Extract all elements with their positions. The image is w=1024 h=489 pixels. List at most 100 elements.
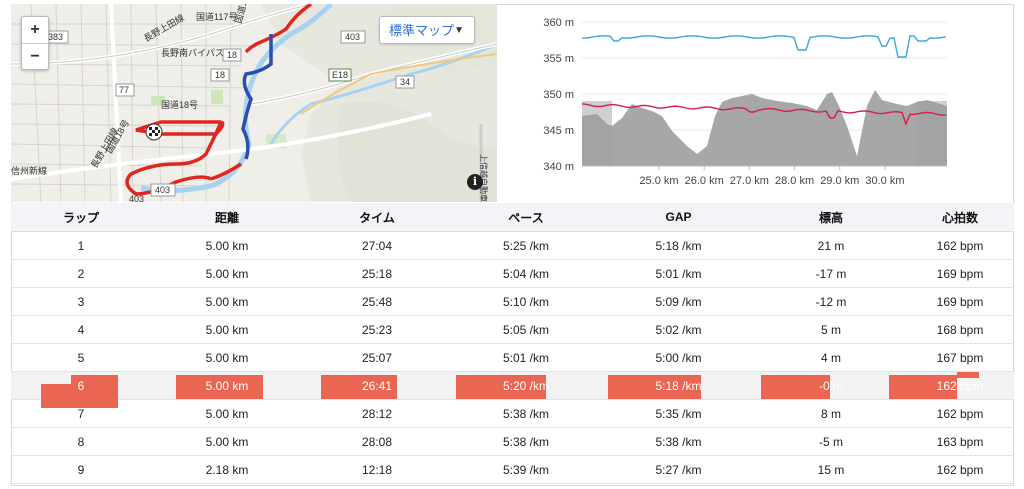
map-label-e18: E18 — [332, 70, 348, 80]
cell-gap: 5:27 /km — [655, 462, 702, 477]
zoom-out-button[interactable]: − — [30, 48, 40, 65]
x-tick-label: 29.0 km — [820, 175, 859, 187]
cell-heartrate: 169 bpm — [936, 294, 984, 309]
cell-lap: 6 — [77, 378, 85, 393]
y-tick-label: 340 m — [543, 161, 574, 173]
cell-lap: 1 — [77, 238, 85, 253]
map-label-403b: 403 — [155, 185, 170, 195]
zoom-control: + − — [21, 16, 49, 70]
y-tick-label: 355 m — [543, 53, 574, 65]
cell-lap: 8 — [77, 434, 85, 449]
start-finish-marker[interactable] — [145, 123, 163, 141]
cell-pace: 5:39 /km — [502, 462, 550, 477]
table-row[interactable]: 9 2.18 km 12:18 5:39 /km 5:27 /km 15 m 162 bpm — [11, 456, 1014, 484]
cell-lap: 9 — [77, 462, 85, 477]
table-row[interactable]: 3 5.00 km 25:48 5:10 /km 5:09 /km -12 m 169 bp… — [11, 288, 1014, 316]
cell-distance: 5.00 km — [205, 238, 249, 253]
cell-heartrate: 162 bpm — [936, 378, 984, 393]
header-time[interactable]: タイム — [359, 210, 395, 225]
elevation-heartrate-chart[interactable]: 360 m 355 m 350 m 345 m 340 m 25.0 km 26.0 km 2… — [527, 6, 997, 202]
map-label-383: 383 — [48, 32, 63, 42]
elevation-area — [582, 90, 947, 166]
table-row[interactable]: 5 5.00 km 25:07 5:01 /km 5:00 /km 4 m 167 bpm — [11, 344, 1014, 372]
map-label-77: 77 — [119, 85, 129, 95]
cell-time: 27:04 — [361, 238, 393, 253]
highlight-bar — [889, 375, 957, 399]
zoom-in-button[interactable]: + — [22, 17, 48, 44]
cell-distance: 5.00 km — [205, 322, 249, 337]
cell-elevation: -5 m — [819, 434, 843, 449]
cell-gap: 5:38 /km — [655, 434, 702, 449]
cell-elevation: 4 m — [820, 350, 841, 365]
highlight-bar — [957, 372, 979, 378]
cell-lap: 4 — [77, 322, 85, 337]
cell-gap: 5:18 /km — [655, 238, 702, 253]
highlight-bar — [456, 375, 546, 399]
x-tick-label: 27.0 km — [730, 175, 769, 187]
cell-heartrate: 162 bpm — [936, 462, 984, 477]
cell-time: 25:07 — [361, 350, 393, 365]
table-row[interactable]: 2 5.00 km 25:18 5:04 /km 5:01 /km -17 m 169 bp… — [11, 260, 1014, 288]
header-elevation[interactable]: 標高 — [818, 210, 843, 225]
highlight-bar — [41, 384, 118, 408]
cell-time: 25:48 — [361, 294, 393, 309]
cell-distance: 2.18 km — [205, 462, 249, 477]
cell-elevation: -12 m — [815, 294, 847, 309]
cell-lap: 5 — [77, 350, 85, 365]
header-gap[interactable]: GAP — [665, 210, 692, 224]
cell-time: 12:18 — [361, 462, 393, 477]
header-pace[interactable]: ペース — [508, 210, 544, 225]
map-label-nagano-bypass: 長野南バイパス — [161, 47, 224, 58]
cell-elevation: -0 m — [819, 378, 843, 393]
highlight-bar — [608, 375, 701, 399]
cell-gap: 5:02 /km — [655, 322, 702, 337]
map-label-403c: 403 — [129, 194, 144, 202]
map-label-403a: 403 — [345, 32, 360, 42]
cell-time: 28:12 — [361, 406, 393, 421]
x-tick-label: 26.0 km — [685, 175, 724, 187]
highlight-bar — [761, 375, 830, 399]
cell-distance: 5.00 km — [205, 434, 249, 449]
cell-heartrate: 169 bpm — [936, 266, 984, 281]
cell-pace: 5:10 /km — [502, 294, 550, 309]
x-tick-label: 30.0 km — [865, 175, 904, 187]
laps-table: ラップ 距離 タイム ペース GAP 標高 心拍数 1 5.00 km 27:04 5… — [11, 203, 1014, 484]
map-type-dropdown[interactable]: 標準マップ ▼ — [379, 16, 475, 44]
cell-pace: 5:01 /km — [502, 350, 550, 365]
cell-heartrate: 163 bpm — [936, 434, 984, 449]
y-tick-label: 350 m — [543, 89, 574, 101]
map-type-label: 標準マップ — [389, 23, 455, 38]
cell-pace: 5:05 /km — [502, 322, 550, 337]
pace-line — [581, 35, 947, 58]
map-label-joshinetsu: 上信越自動車道 — [479, 154, 489, 202]
table-row[interactable]: 8 5.00 km 28:08 5:38 /km 5:38 /km -5 m 163 bpm — [11, 428, 1014, 456]
info-icon[interactable]: i — [467, 174, 483, 190]
header-distance[interactable]: 距離 — [214, 210, 239, 225]
cell-pace: 5:25 /km — [502, 238, 550, 253]
table-row[interactable]: 1 5.00 km 27:04 5:25 /km 5:18 /km 21 m 162 bpm — [11, 232, 1014, 260]
cell-time: 25:23 — [361, 322, 393, 337]
cell-pace: 5:38 /km — [502, 406, 550, 421]
cell-heartrate: 168 bpm — [936, 322, 984, 337]
table-header: ラップ 距離 タイム ペース GAP 標高 心拍数 — [11, 203, 1014, 232]
table-row[interactable]: 7 5.00 km 28:12 5:38 /km 5:35 /km 8 m 162 bpm — [11, 400, 1014, 428]
cell-pace: 5:04 /km — [502, 266, 550, 281]
route-map[interactable]: 383 77 18 18 403 403 403 34 E18 国道117号 国… — [11, 4, 497, 202]
table-row[interactable]: 4 5.00 km 25:23 5:05 /km 5:02 /km 5 m 168 bpm — [11, 316, 1014, 344]
map-label-shinshu: 信州新線 — [11, 165, 47, 176]
map-label-34: 34 — [400, 77, 410, 87]
header-lap[interactable]: ラップ — [62, 210, 99, 225]
y-tick-label: 345 m — [543, 125, 574, 137]
cell-gap: 5:18 /km — [655, 378, 702, 393]
cell-pace: 5:20 /km — [502, 378, 550, 393]
highlight-bar — [71, 375, 118, 387]
cell-lap: 7 — [77, 406, 85, 421]
cell-heartrate: 167 bpm — [936, 350, 984, 365]
x-tick-label: 28.0 km — [775, 175, 814, 187]
map-label-kokudo117: 国道117号 — [196, 11, 237, 22]
cell-pace: 5:38 /km — [502, 434, 550, 449]
header-heartrate[interactable]: 心拍数 — [941, 210, 978, 225]
table-row[interactable]: 6 5.00 km 26:41 5:20 /km 5:18 /km -0 m 162 bpm — [11, 372, 1014, 408]
x-tick-label: 25.0 km — [639, 175, 678, 187]
cell-time: 26:41 — [361, 378, 393, 393]
